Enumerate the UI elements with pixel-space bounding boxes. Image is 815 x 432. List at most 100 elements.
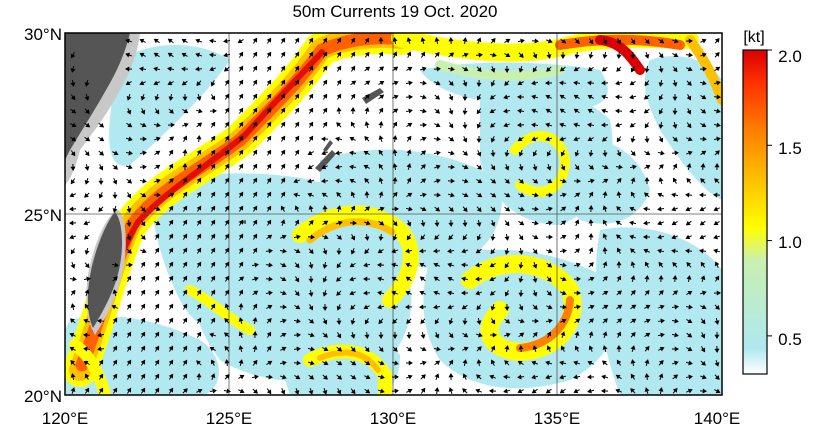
vector-arrow-head [323, 332, 328, 338]
vector-arrow-head [420, 319, 426, 325]
vector-arrow-head [266, 163, 272, 169]
vector-arrow-head [475, 262, 480, 268]
vector-arrow-head [672, 387, 678, 393]
vector-arrow-head [70, 387, 76, 393]
vector-arrow-head [461, 304, 467, 310]
vector-arrow-head [477, 164, 482, 170]
vector-arrow-head [588, 191, 594, 197]
vector-arrow-head [379, 220, 385, 226]
vector-arrow-head [574, 345, 580, 351]
vector-arrow-head [113, 276, 118, 281]
vector-arrow-head [590, 178, 595, 184]
vector-arrow-head [224, 107, 230, 113]
vector-arrow-head [686, 95, 692, 101]
vector-arrow-head [547, 304, 553, 310]
vector-arrow-head [226, 388, 231, 394]
vector-arrow-head [350, 51, 356, 57]
vector-arrow-head [561, 178, 567, 184]
vector-arrow-head [405, 262, 411, 268]
vector-arrow-head [603, 276, 608, 281]
vector-arrow-head [545, 108, 551, 114]
vector-arrow-head [336, 79, 342, 85]
vector-arrow-head [364, 51, 370, 57]
vector-arrow-head [503, 108, 508, 114]
vector-arrow-head [364, 334, 370, 339]
vector-arrow-head [349, 150, 354, 156]
vector-arrow-head [252, 51, 258, 57]
vector-arrow-head [281, 290, 287, 296]
vector-arrow-head [671, 248, 676, 254]
vector-arrow-head [476, 37, 482, 43]
vector-arrow-head [83, 206, 89, 212]
vector-arrow-head [461, 290, 466, 296]
vector-arrow-head [268, 262, 273, 268]
vector-arrow-head [337, 346, 343, 352]
vector-arrow-head [714, 348, 720, 353]
vector-arrow-head [196, 233, 202, 239]
vector-arrow-head [687, 346, 693, 352]
vector-arrow-head [659, 346, 665, 352]
vector-arrow-head [561, 38, 567, 44]
vector-arrow-head [238, 317, 244, 322]
vector-arrow-head [365, 388, 371, 394]
vector-arrow-head [630, 177, 636, 183]
vector-arrow-head [196, 96, 202, 101]
vector-arrow-head [603, 290, 609, 296]
vector-arrow-head [168, 178, 174, 183]
vector-arrow-head [127, 248, 133, 254]
vector-arrow-head [532, 53, 538, 59]
vector-arrow-head [322, 292, 328, 297]
vector-arrow-head [364, 121, 370, 126]
vector-arrow-head [547, 178, 553, 184]
vector-arrow-head [97, 332, 102, 338]
vector-arrow-head [685, 192, 690, 198]
vector-arrow-head [420, 51, 426, 57]
vector-arrow-head [140, 275, 146, 281]
vector-arrow-head [323, 374, 328, 380]
vector-arrow-head [475, 248, 481, 254]
vector-arrow-head [533, 178, 539, 184]
vector-arrow-head [391, 290, 397, 296]
vector-arrow-head [462, 207, 468, 213]
vector-arrow-head [448, 373, 454, 378]
vector-arrow-head [448, 333, 454, 339]
vector-arrow-head [154, 275, 160, 281]
lon-label-125: 125°E [206, 409, 253, 428]
vector-arrow-head [700, 163, 706, 168]
vector-arrow-head [266, 177, 272, 183]
vector-arrow-head [531, 80, 536, 86]
vector-arrow-head [448, 81, 454, 86]
vector-arrow-head [674, 346, 679, 352]
vector-arrow-head [573, 80, 578, 86]
vector-arrow-head [517, 108, 522, 114]
vector-arrow-head [83, 332, 88, 338]
vector-arrow-head [490, 81, 496, 87]
vector-arrow-head [629, 234, 635, 240]
vector-arrow-head [210, 149, 216, 155]
vector-arrow-head [463, 66, 469, 72]
vector-arrow-head [420, 164, 426, 169]
vector-arrow-head [630, 290, 636, 295]
vector-arrow-head [308, 249, 314, 254]
vector-arrow-head [296, 346, 301, 352]
vector-arrow-head [489, 290, 495, 296]
vector-arrow-head [629, 122, 635, 128]
colorbar-unit: [kt] [743, 29, 764, 46]
vector-arrow-head [587, 360, 593, 366]
vector-arrow-head [602, 345, 608, 350]
vector-arrow-head [169, 109, 174, 114]
vector-arrow-head [294, 219, 300, 225]
vector-arrow-head [531, 122, 536, 128]
vector-arrow-head [643, 220, 648, 226]
vector-arrow-head [238, 177, 244, 183]
vector-arrow-head [408, 80, 413, 86]
vector-arrow-head [181, 38, 187, 44]
vector-arrow-head [392, 163, 398, 168]
vector-arrow-head [294, 107, 300, 113]
vector-arrow-head [210, 317, 216, 323]
vector-arrow-head [490, 152, 496, 157]
vector-arrow-head [239, 276, 245, 282]
vector-arrow-head [210, 303, 216, 309]
vector-arrow-head [393, 66, 399, 72]
vector-arrow-head [546, 67, 551, 72]
